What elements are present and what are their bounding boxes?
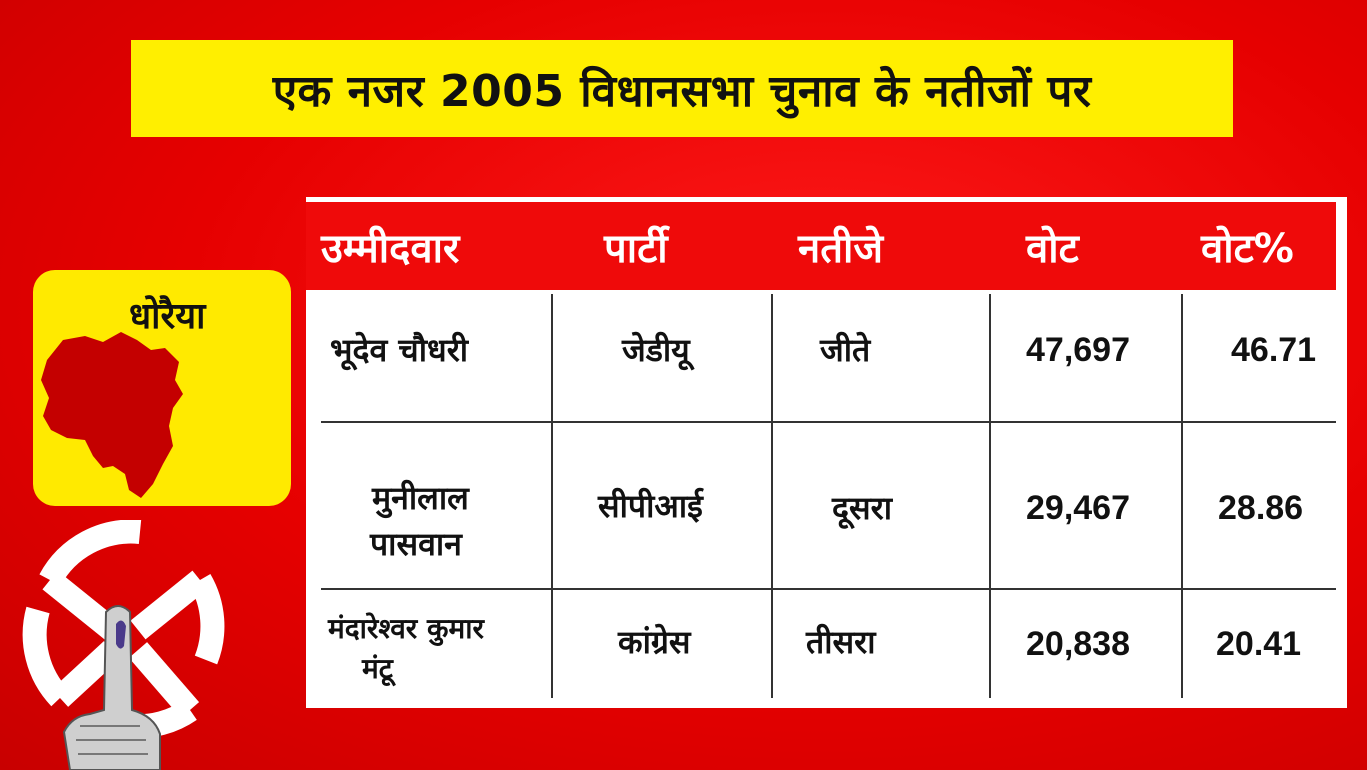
- vote-percent-value: 28.86: [1218, 488, 1304, 527]
- votes-value: 20,838: [1026, 624, 1130, 663]
- result-text: जीते: [820, 331, 871, 369]
- title-banner: एक नजर 2005 विधानसभा चुनाव के नतीजों पर: [131, 40, 1233, 137]
- party-name: कांग्रेस: [618, 623, 691, 661]
- candidate-name-line: मंदारेश्वर कुमार: [328, 612, 484, 645]
- candidate-name: मंदारेश्वर कुमार मंटू: [328, 609, 484, 689]
- candidate-name: भूदेव चौधरी: [330, 331, 469, 369]
- column-divider: [1181, 294, 1183, 698]
- party-name: सीपीआई: [598, 487, 703, 525]
- candidate-name: मुनीलाल पासवान: [370, 475, 469, 567]
- table-header-row: उम्मीदवार पार्टी नतीजे वोट वोट%: [306, 202, 1336, 290]
- ballot-swastika-symbol-icon: [22, 520, 225, 770]
- constituency-card: धोरैया: [33, 270, 291, 506]
- votes-value: 29,467: [1026, 488, 1130, 527]
- header-votes: वोट: [1026, 225, 1079, 272]
- constituency-map-icon: [41, 332, 183, 498]
- inked-finger-icon: [62, 605, 161, 770]
- header-party: पार्टी: [604, 225, 668, 272]
- candidate-name-line: मुनीलाल: [372, 479, 469, 517]
- results-table: उम्मीदवार पार्टी नतीजे वोट वोट% भूदेव चौ…: [306, 197, 1347, 708]
- page-title: एक नजर 2005 विधानसभा चुनाव के नतीजों पर: [272, 65, 1092, 117]
- candidate-name-line: पासवान: [370, 525, 462, 563]
- votes-value: 47,697: [1026, 330, 1130, 369]
- constituency-name: धोरैया: [129, 296, 206, 337]
- candidate-name-line: मंटू: [362, 652, 393, 685]
- header-result: नतीजे: [798, 225, 884, 272]
- column-divider: [551, 294, 553, 698]
- column-divider: [989, 294, 991, 698]
- column-divider: [771, 294, 773, 698]
- header-vote-percent: वोट%: [1201, 225, 1294, 272]
- row-divider: [321, 588, 1336, 590]
- header-candidate: उम्मीदवार: [321, 225, 460, 272]
- row-divider: [321, 421, 1336, 423]
- result-text: दूसरा: [832, 489, 893, 527]
- vote-percent-value: 20.41: [1216, 624, 1302, 663]
- party-name: जेडीयू: [622, 331, 690, 369]
- vote-percent-value: 46.71: [1231, 330, 1317, 369]
- result-text: तीसरा: [806, 623, 876, 661]
